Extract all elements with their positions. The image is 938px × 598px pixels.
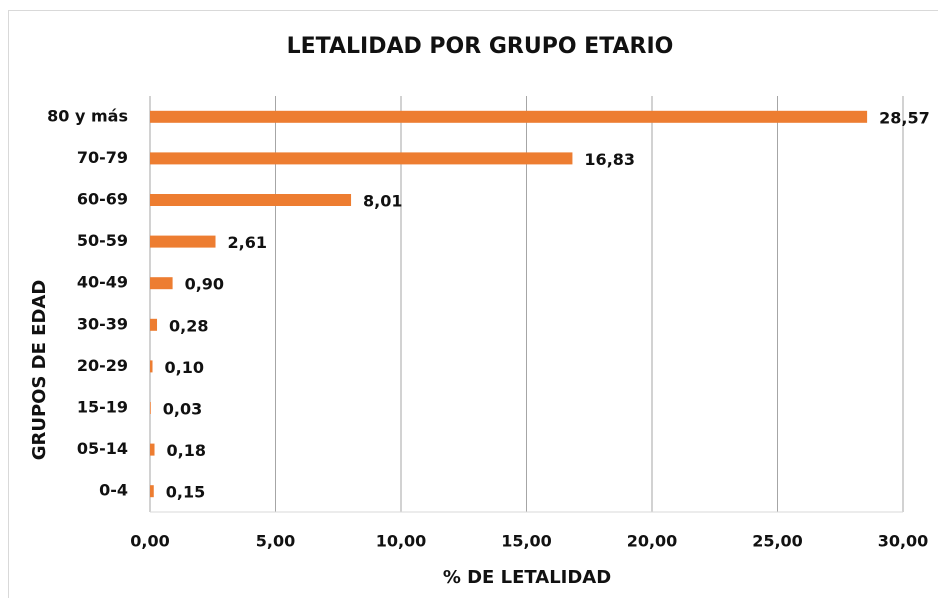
y-tick-label: 30-39 [77, 314, 128, 333]
bar [150, 360, 153, 373]
y-tick-label: 80 y más [47, 106, 128, 125]
bar [150, 235, 216, 248]
value-label: 0,90 [185, 275, 224, 294]
bar [150, 402, 151, 414]
value-label: 0,28 [169, 316, 208, 335]
y-tick-label: 60-69 [77, 190, 128, 209]
bar [150, 443, 155, 456]
y-tick-label: 0-4 [99, 481, 128, 500]
x-axis-label: % DE LETALIDAD [443, 567, 611, 588]
y-tick-label: 05-14 [77, 439, 128, 458]
bar [150, 318, 158, 331]
value-label: 16,83 [584, 150, 635, 169]
bar [150, 194, 352, 206]
y-tick-label: 20-29 [77, 356, 128, 375]
value-label: 8,01 [363, 192, 402, 211]
chart-border [8, 10, 938, 598]
x-tick-label: 20,00 [627, 532, 678, 551]
bar [150, 277, 173, 290]
value-label: 2,61 [228, 233, 267, 252]
y-tick-label: 70-79 [77, 148, 128, 167]
y-axis-label: GRUPOS DE EDAD [29, 280, 50, 461]
bar [150, 152, 573, 165]
value-label: 0,10 [165, 358, 204, 377]
value-label: 0,18 [167, 441, 206, 460]
x-tick-label: 0,00 [130, 532, 169, 551]
chart-title: LETALIDAD POR GRUPO ETARIO [287, 34, 674, 59]
value-label: 0,15 [166, 483, 205, 502]
y-tick-label: 15-19 [77, 398, 128, 417]
x-tick-label: 30,00 [878, 532, 929, 551]
y-tick-label: 40-49 [77, 273, 128, 292]
bar [150, 110, 868, 123]
x-tick-label: 10,00 [376, 532, 427, 551]
x-tick-label: 25,00 [752, 532, 803, 551]
bar [150, 485, 154, 498]
value-label: 0,03 [163, 400, 202, 419]
value-label: 28,57 [879, 108, 930, 127]
y-tick-label: 50-59 [77, 231, 128, 250]
x-tick-label: 5,00 [256, 532, 295, 551]
x-tick-label: 15,00 [501, 532, 552, 551]
